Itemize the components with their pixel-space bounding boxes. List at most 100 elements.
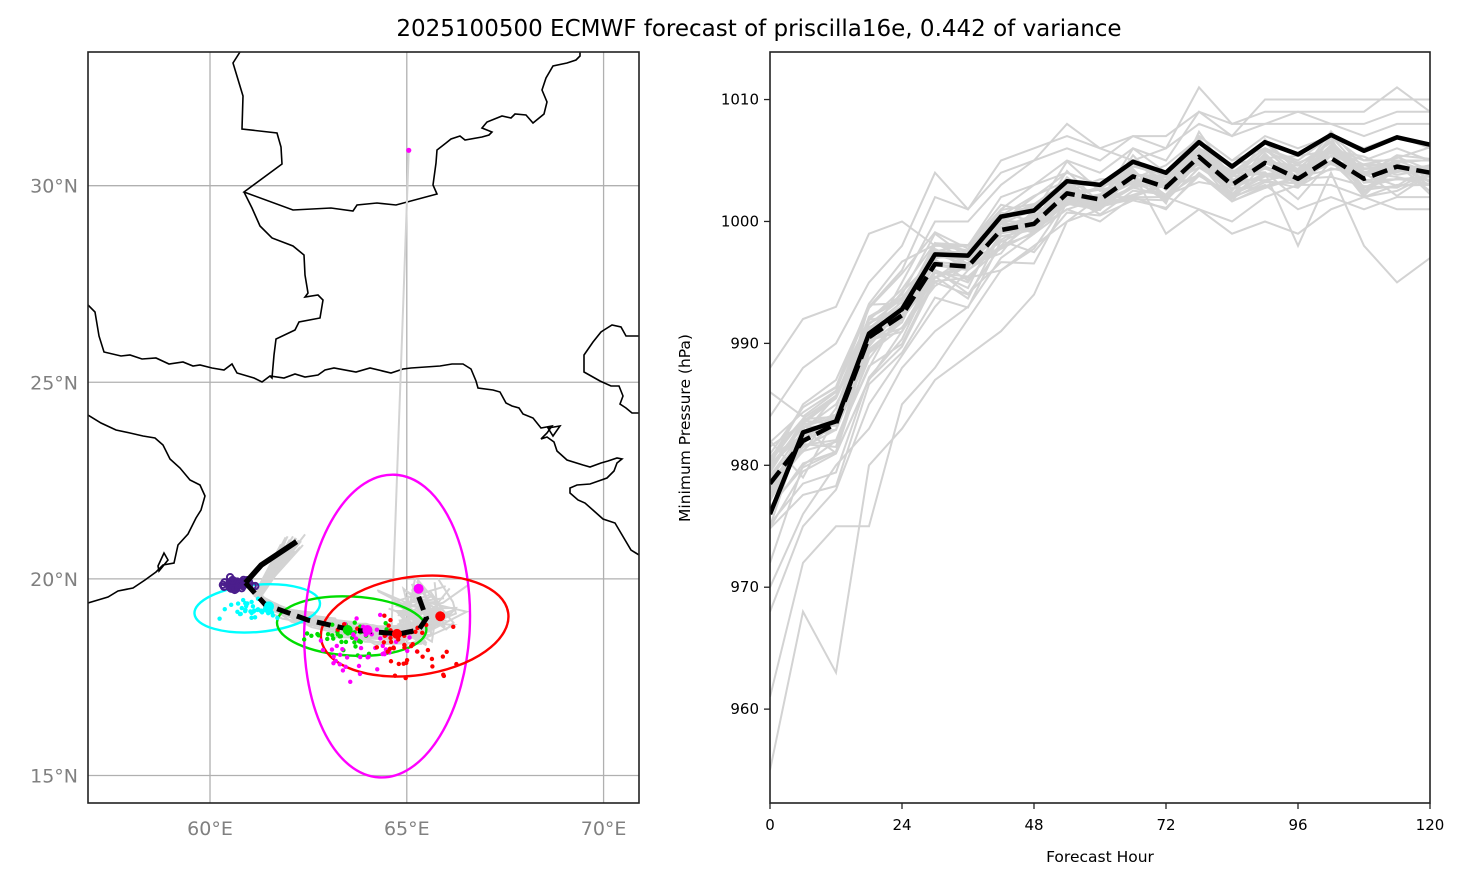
ensemble-mean-line [770, 154, 1430, 485]
position-day5 [388, 635, 393, 641]
coastline-iran-afghanistan-border [232, 52, 581, 212]
position-day3 [353, 644, 358, 649]
position-day1 [220, 578, 229, 587]
coastline-iran-pakistan-border [243, 191, 324, 380]
position-day4 [337, 652, 343, 658]
ensemble-member-line [770, 171, 1430, 612]
map-background [88, 52, 639, 803]
position-day4 [375, 667, 380, 672]
position-day1 [228, 575, 237, 585]
map-frame [87, 51, 640, 804]
position-day2 [252, 615, 258, 620]
x-tick-label: 120 [1416, 816, 1445, 834]
position-day4 [331, 654, 336, 659]
position-day4 [348, 679, 353, 685]
position-day4 [357, 671, 363, 677]
ensemble-member-line [770, 122, 1430, 418]
ensemble-member-line [770, 146, 1430, 448]
position-day2 [243, 603, 249, 609]
coastline-arabia [88, 414, 206, 604]
pressure-ticks: 0 24 48 72 96 120 960 970 980 990 1000 1010 [721, 91, 1445, 834]
y-tick-label: 960 [730, 700, 759, 718]
position-day2 [249, 599, 254, 605]
position-day2 [275, 615, 280, 621]
coastline-gujarat-east [583, 324, 639, 414]
position-day2 [243, 607, 248, 612]
position-day5 [381, 640, 387, 645]
position-day4 [357, 654, 363, 660]
figure-title: 2025100500 ECMWF forecast of priscilla16… [396, 16, 1121, 42]
deterministic-track [243, 539, 299, 585]
position-day3 [325, 636, 330, 642]
mean-position-day4 [413, 583, 424, 594]
coastline-kathiawar [546, 424, 562, 438]
ensemble-member-line [770, 183, 1430, 698]
position-day5 [454, 661, 459, 667]
position-day2 [250, 604, 256, 609]
position-day4 [318, 638, 324, 643]
position-day2 [255, 607, 260, 613]
pressure-frame [769, 51, 1431, 804]
ensemble-member-line [770, 98, 1430, 564]
position-day5 [386, 623, 391, 628]
position-day3 [330, 622, 335, 627]
x-tick-label: 65°E [384, 818, 430, 840]
stray-track-line [390, 150, 410, 642]
position-day5 [451, 624, 456, 629]
mean-position-day5 [435, 611, 446, 622]
mean-track [243, 539, 446, 639]
ellipse-day3 [275, 595, 428, 657]
position-day5 [415, 649, 420, 654]
position-day5 [396, 661, 402, 667]
position-day2 [239, 605, 245, 611]
position-day4 [374, 627, 380, 632]
ellipse-day4 [302, 473, 472, 779]
position-day2 [270, 613, 276, 618]
ensemble-member-line [770, 171, 1430, 530]
position-day4 [382, 651, 387, 657]
deterministic-line [770, 132, 1430, 515]
x-tick-label: 24 [892, 816, 911, 834]
y-tick-label: 25°N [30, 372, 78, 394]
position-day5 [401, 661, 406, 666]
map-tick-labels: 60°E 65°E 70°E 15°N 20°N 25°N 30°N [30, 176, 626, 840]
position-day4 [354, 616, 359, 621]
ensemble-member-line [770, 146, 1430, 771]
position-day4 [343, 664, 348, 669]
position-day2 [222, 606, 227, 612]
position-day1 [228, 584, 238, 593]
position-day2 [237, 611, 243, 617]
position-day4 [340, 668, 346, 673]
position-day4 [344, 655, 350, 660]
position-day5 [403, 675, 408, 681]
position-day3 [352, 620, 357, 625]
position-day4 [333, 658, 339, 664]
position-day5 [341, 622, 347, 627]
x-tick-label: 96 [1288, 816, 1307, 834]
position-day2 [217, 616, 222, 621]
y-tick-label: 30°N [30, 176, 78, 198]
position-day2 [235, 601, 241, 606]
position-day4 [405, 648, 410, 654]
position-day2 [258, 608, 264, 613]
x-tick-label: 72 [1156, 816, 1175, 834]
position-day5 [374, 645, 380, 650]
position-day5 [420, 630, 425, 636]
position-day3 [338, 634, 344, 639]
position-day3 [343, 639, 349, 645]
position-day5 [392, 673, 398, 678]
y-tick-label: 970 [730, 578, 759, 596]
position-day2 [240, 597, 246, 603]
coastline-masirah [157, 551, 169, 573]
position-day3 [309, 633, 314, 638]
y-tick-label: 980 [730, 456, 759, 474]
pressure-lines [770, 85, 1430, 771]
position-day4 [380, 643, 385, 649]
y-tick-label: 990 [730, 334, 759, 352]
position-day4 [320, 647, 326, 653]
y-tick-label: 20°N [30, 569, 78, 591]
position-day5 [385, 649, 390, 654]
ensemble-member-line [770, 136, 1430, 473]
x-tick-label: 60°E [187, 818, 233, 840]
position-day5 [441, 673, 447, 679]
